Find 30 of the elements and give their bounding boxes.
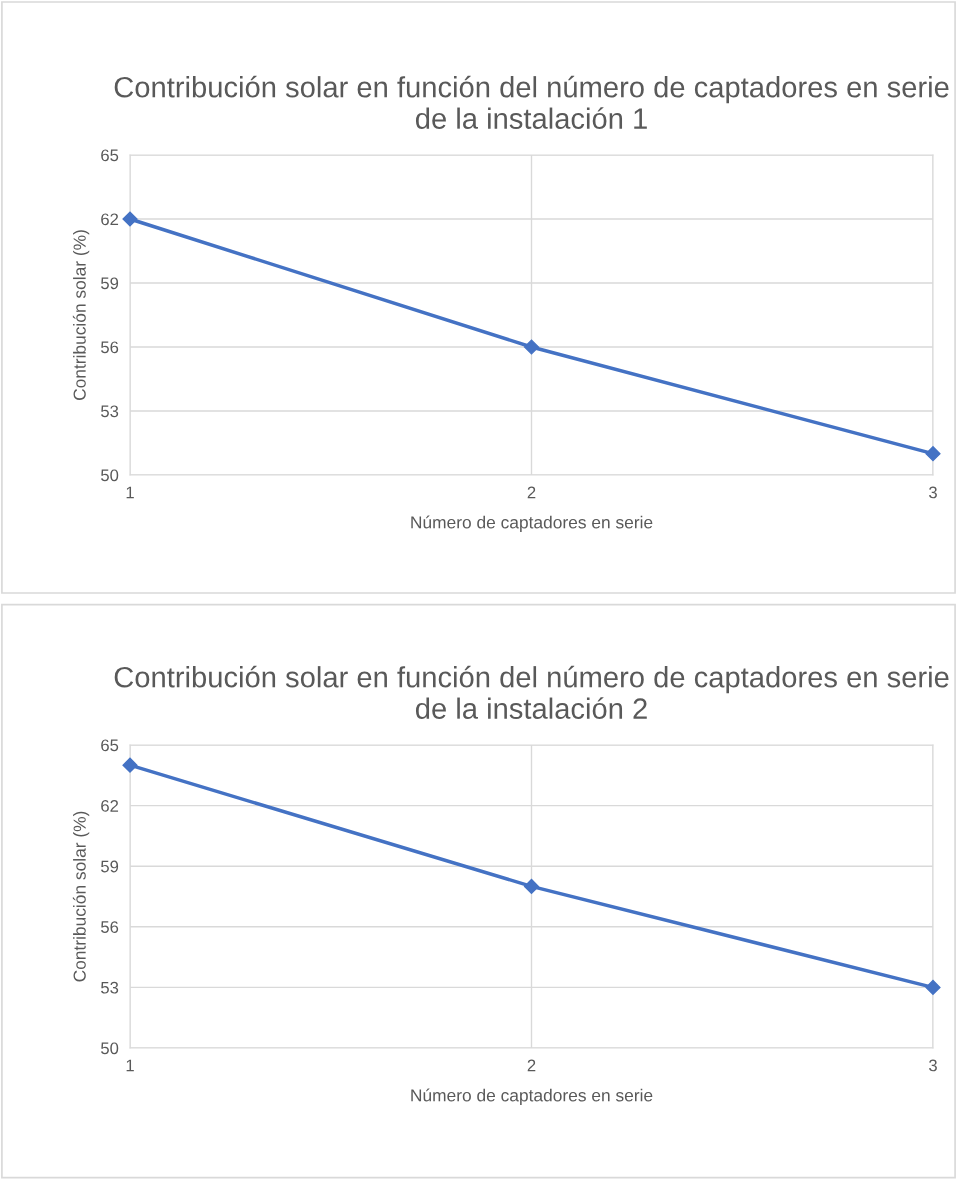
y-tick-label: 65 (101, 739, 119, 752)
y-tick-label: 56 (101, 341, 119, 354)
x-tick-label: 2 (527, 1059, 536, 1072)
x-tick-label: 3 (929, 1059, 937, 1072)
point (122, 757, 138, 773)
y-tick-label: 53 (101, 981, 119, 994)
x-axis-title: Número de captadores en serie (411, 515, 653, 532)
x-tick-label: 1 (126, 486, 134, 499)
point (523, 339, 540, 355)
y-tick-label: 62 (101, 800, 119, 812)
x-tick-label: 2 (527, 486, 536, 499)
chart-title: Contribución solar en función del número de captadores en serie de la instalación 2 (114, 665, 949, 719)
y-tick-label: 56 (101, 921, 119, 933)
y-axis-title: Contribución solar (%) (72, 811, 90, 982)
y-axis-title: Contribución solar (%) (72, 230, 90, 400)
x-axis-title: Número de captadores en serie (411, 1088, 653, 1105)
y-tick-label: 65 (101, 149, 119, 162)
y-tick-label: 59 (101, 277, 119, 290)
y-tick-label: 59 (101, 860, 119, 873)
x-tick-label: 1 (126, 1059, 134, 1072)
y-tick-label: 62 (101, 213, 119, 226)
y-tick-label: 50 (101, 469, 119, 482)
y-tick-label: 50 (101, 1042, 119, 1055)
point (523, 878, 540, 894)
point (925, 979, 941, 995)
point (122, 211, 138, 227)
x-tick-label: 3 (929, 486, 937, 499)
point (925, 446, 941, 462)
y-tick-label: 53 (101, 405, 119, 418)
chart-title: Contribución solar en función del número de captadores en serie de la instalación 1 (114, 75, 949, 129)
